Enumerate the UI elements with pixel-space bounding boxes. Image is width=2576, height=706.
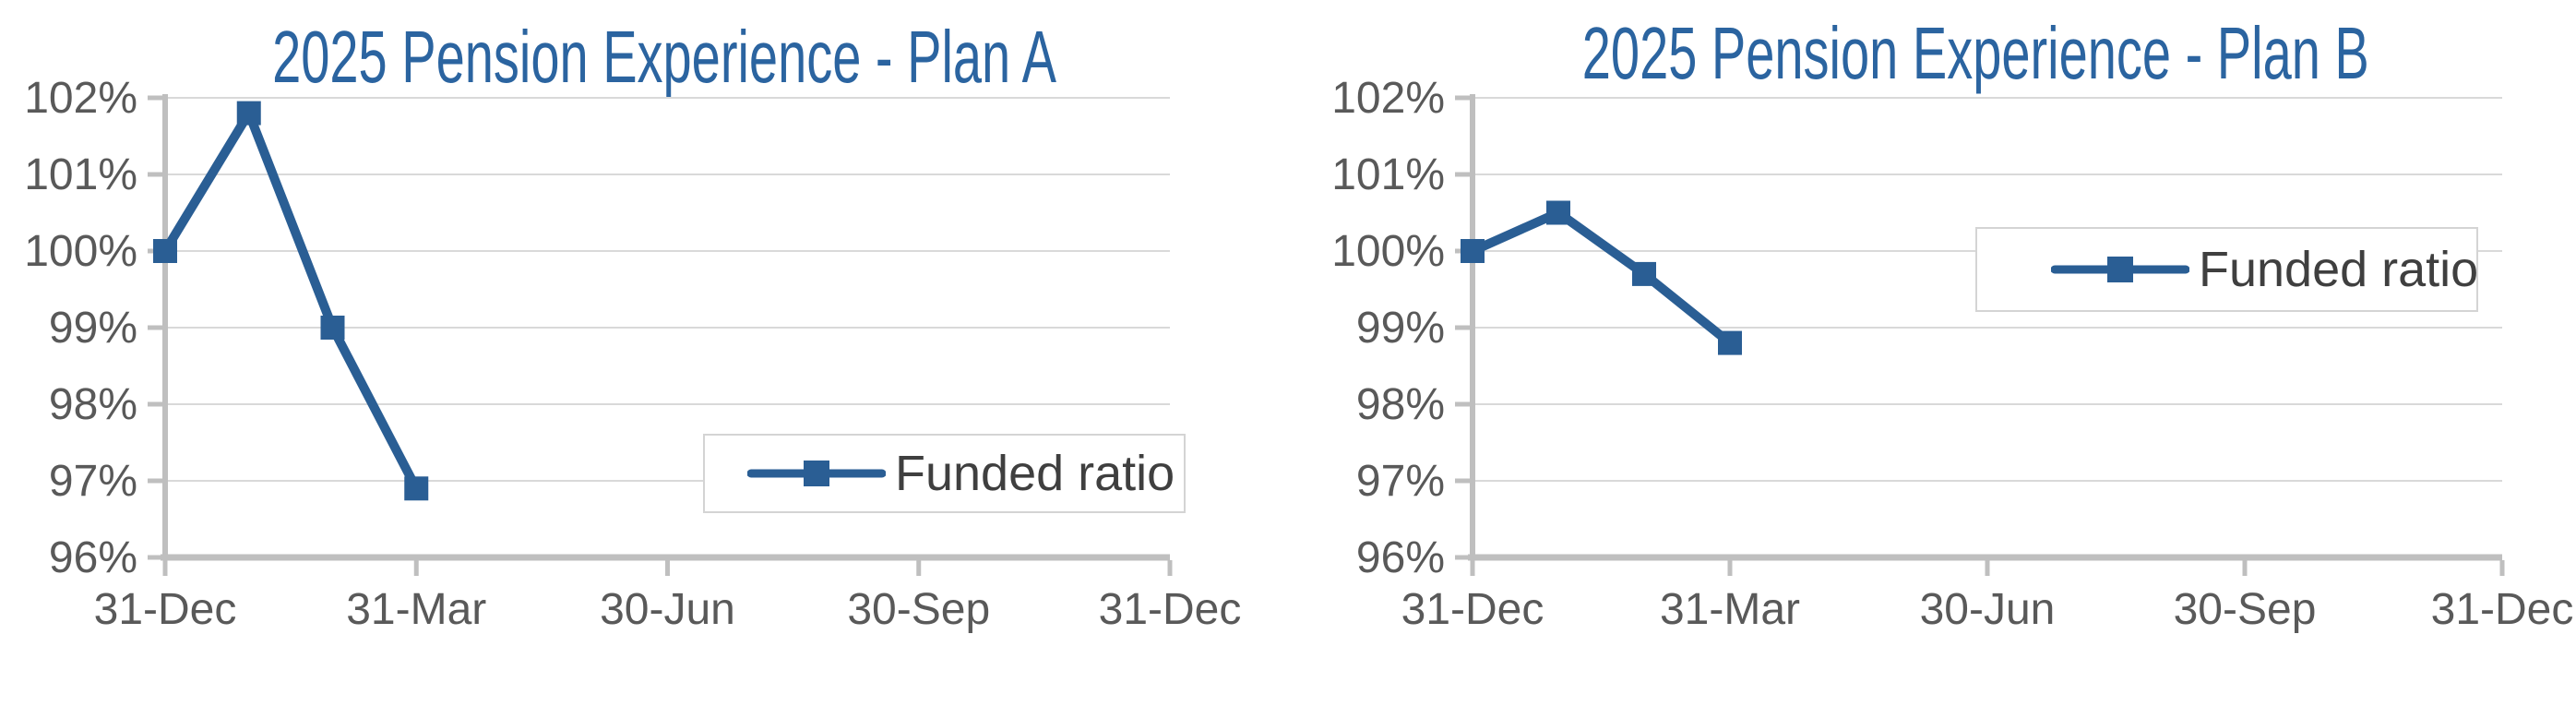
y-tick-label: 101% [1331,150,1445,199]
y-tick-label: 98% [1356,380,1445,429]
x-tick-label: 31-Dec [94,585,237,634]
y-tick-label: 101% [24,150,137,199]
y-tick-label: 99% [49,304,137,353]
chart-plan-b: 2025 Pension Experience - Plan B 102% 101… [1288,0,2576,706]
funded-ratio-line [161,108,422,494]
y-tick-label: 97% [1356,457,1445,506]
y-tick-label: 100% [1331,227,1445,276]
x-tick-label: 31-Mar [346,585,486,634]
funded-ratio-data-point [236,101,261,126]
x-tick-label: 30-Sep [2174,585,2317,634]
x-tick-label: 31-Dec [2431,585,2574,634]
funded-ratio-data-point [1632,261,1656,286]
legend-sample-marker [2107,257,2133,282]
legend: Funded ratio [703,434,1186,513]
legend-line-sample [747,461,886,486]
x-tick-label: 30-Jun [1920,585,2056,634]
y-tick-label: 97% [49,457,137,506]
y-tick-label: 96% [49,533,137,582]
funded-ratio-data-point [1461,239,1485,263]
y-tick-label: 102% [1331,74,1445,123]
y-tick-label: 100% [24,227,137,276]
legend: Funded ratio [1975,227,2478,312]
legend-line-sample [2051,257,2189,282]
y-tick-label: 98% [49,380,137,429]
legend-label: Funded ratio [895,446,1175,501]
funded-ratio-data-point [1718,330,1742,355]
y-tick-label: 102% [24,74,137,123]
legend-sample-marker [804,461,829,486]
funded-ratio-data-point [1546,200,1570,225]
y-tick-label: 99% [1356,304,1445,353]
line-chart-plan-a: 102%101%100%99%98%97%96%31-Dec 31-Mar 30-J… [24,74,1242,634]
chart-plan-a: 2025 Pension Experience - Plan A 102% 101… [24,20,1242,635]
funded-ratio-data-point [404,476,429,501]
x-tick-label: 30-Sep [847,585,990,634]
funded-ratio-data-point [153,239,177,263]
x-tick-label: 31-Dec [1099,585,1242,634]
legend-label: Funded ratio [2199,242,2479,297]
x-tick-label: 31-Mar [1660,585,1800,634]
funded-ratio-data-point [320,316,345,340]
y-tick-label: 96% [1356,533,1445,582]
line-chart-plan-b: 102%101%100%99%98%97%96%31-Dec 31-Mar 30-J… [1331,74,2574,634]
x-tick-label: 31-Dec [1401,585,1544,634]
x-tick-label: 30-Jun [600,585,735,634]
funded-ratio-line [1468,208,1735,348]
